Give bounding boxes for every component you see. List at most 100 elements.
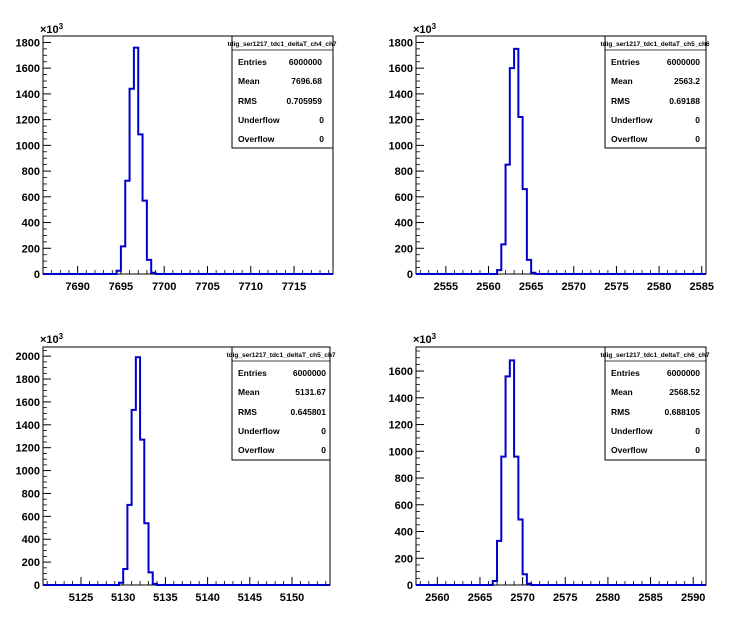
x-tick-label: 7695	[109, 281, 133, 293]
stats-rms-value: 0.69188	[669, 96, 700, 106]
y-tick-label: 400	[22, 534, 40, 546]
y-multiplier-label: ×103	[413, 22, 437, 36]
histogram-panel-3: 0 200 400 600 800 1000 1200 1400 1600 1800 2000 51…	[16, 332, 336, 604]
stats-rms-label: RMS	[611, 96, 630, 106]
stats-title: tdig_ser1217_tdc1_deltaT_ch6_ch7	[600, 352, 709, 359]
stats-title: tdig_ser1217_tdc1_deltaT_ch5_ch6	[600, 41, 709, 48]
y-tick-label: 800	[395, 473, 413, 485]
stats-rms-value: 0.645801	[291, 407, 327, 417]
x-ticks: 5125 5130 5135 5140 5145 5150	[46, 577, 327, 604]
x-ticks: 2560 2565 2570 2575 2580 2585 2590	[419, 577, 705, 604]
y-tick-label: 1200	[389, 420, 413, 432]
y-tick-label: 1000	[389, 446, 413, 458]
stats-rms-value: 0.705959	[287, 96, 323, 106]
x-tick-label: 7715	[282, 281, 306, 293]
stats-entries-label: Entries	[238, 57, 267, 67]
stats-mean-label: Mean	[611, 76, 633, 86]
y-tick-label: 1200	[16, 443, 40, 455]
stats-box: tdig_ser1217_tdc1_deltaT_ch5_ch7 Entries…	[226, 346, 336, 461]
y-tick-label: 400	[395, 218, 413, 230]
y-tick-label: 1000	[389, 140, 413, 152]
y-tick-label: 1600	[16, 63, 40, 75]
stats-entries-label: Entries	[238, 368, 267, 378]
y-multiplier-label: ×103	[40, 332, 64, 346]
x-tick-label: 5140	[195, 592, 219, 604]
stats-mean-value: 7696.68	[291, 76, 322, 86]
y-tick-label: 0	[34, 269, 40, 281]
stats-rms-label: RMS	[238, 96, 257, 106]
stats-overflow-value: 0	[319, 134, 324, 144]
x-tick-label: 2565	[519, 281, 543, 293]
stats-overflow-value: 0	[695, 445, 700, 455]
x-tick-label: 2585	[689, 281, 713, 293]
y-tick-label: 1200	[389, 115, 413, 127]
x-tick-label: 5125	[69, 592, 93, 604]
histogram-line	[416, 359, 706, 586]
stats-entries-label: Entries	[611, 57, 640, 67]
y-ticks: 0 200 400 600 800 1000 1200 1400 1600	[389, 350, 424, 592]
x-tick-label: 2560	[476, 281, 500, 293]
y-tick-label: 400	[395, 527, 413, 539]
stats-underflow-label: Underflow	[238, 115, 280, 125]
y-multiplier-label: ×103	[413, 332, 437, 346]
x-tick-label: 5130	[111, 592, 135, 604]
x-tick-label: 2555	[434, 281, 458, 293]
stats-entries-value: 6000000	[289, 57, 322, 67]
y-tick-label: 800	[22, 488, 40, 500]
stats-box: tdig_ser1217_tdc1_deltaT_ch6_ch7 Entries…	[600, 346, 710, 461]
x-tick-label: 2570	[562, 281, 586, 293]
x-tick-label: 2585	[638, 592, 662, 604]
y-tick-label: 600	[22, 511, 40, 523]
stats-underflow-label: Underflow	[611, 115, 653, 125]
x-tick-label: 2560	[425, 592, 449, 604]
stats-mean-value: 2568.52	[669, 387, 700, 397]
x-tick-label: 2565	[468, 592, 492, 604]
y-tick-label: 1000	[16, 466, 40, 478]
stats-rms-value: 0.688105	[665, 407, 701, 417]
y-tick-label: 200	[395, 553, 413, 565]
y-tick-label: 200	[22, 557, 40, 569]
stats-entries-label: Entries	[611, 368, 640, 378]
x-tick-label: 7710	[239, 281, 263, 293]
y-tick-label: 1800	[389, 37, 413, 49]
stats-entries-value: 6000000	[293, 368, 326, 378]
stats-mean-label: Mean	[238, 76, 260, 86]
y-tick-label: 1200	[16, 115, 40, 127]
x-tick-label: 5150	[280, 592, 304, 604]
y-tick-label: 600	[395, 500, 413, 512]
y-tick-label: 0	[407, 580, 413, 592]
x-tick-label: 5145	[238, 592, 262, 604]
stats-overflow-label: Overflow	[238, 134, 275, 144]
stats-overflow-label: Overflow	[611, 134, 648, 144]
stats-rms-label: RMS	[238, 407, 257, 417]
stats-entries-value: 6000000	[667, 57, 700, 67]
y-tick-label: 800	[22, 166, 40, 178]
y-ticks: 0 200 400 600 800 1000 1200 1400 1600 1800	[16, 35, 51, 281]
stats-overflow-value: 0	[695, 134, 700, 144]
stats-title: tdig_ser1217_tdc1_deltaT_ch4_ch7	[227, 41, 336, 48]
y-multiplier-label: ×103	[40, 22, 64, 36]
x-ticks: 7690 7695 7700 7705 7710 7715	[42, 266, 330, 293]
y-tick-label: 600	[395, 192, 413, 204]
stats-mean-value: 2563.2	[674, 76, 700, 86]
stats-rms-label: RMS	[611, 407, 630, 417]
y-ticks: 0 200 400 600 800 1000 1200 1400 1600 1800 2000	[16, 350, 51, 592]
stats-mean-value: 5131.67	[295, 387, 326, 397]
y-tick-label: 0	[34, 580, 40, 592]
stats-mean-label: Mean	[238, 387, 260, 397]
x-tick-label: 5135	[153, 592, 177, 604]
x-tick-label: 2570	[510, 592, 534, 604]
y-tick-label: 0	[407, 269, 413, 281]
stats-overflow-value: 0	[321, 445, 326, 455]
stats-box: tdig_ser1217_tdc1_deltaT_ch4_ch7 Entries…	[227, 35, 337, 149]
y-tick-label: 1400	[16, 89, 40, 101]
x-tick-label: 7705	[195, 281, 219, 293]
stats-mean-label: Mean	[611, 387, 633, 397]
x-tick-label: 7700	[152, 281, 176, 293]
x-tick-label: 7690	[65, 281, 89, 293]
stats-underflow-value: 0	[695, 115, 700, 125]
stats-entries-value: 6000000	[667, 368, 700, 378]
